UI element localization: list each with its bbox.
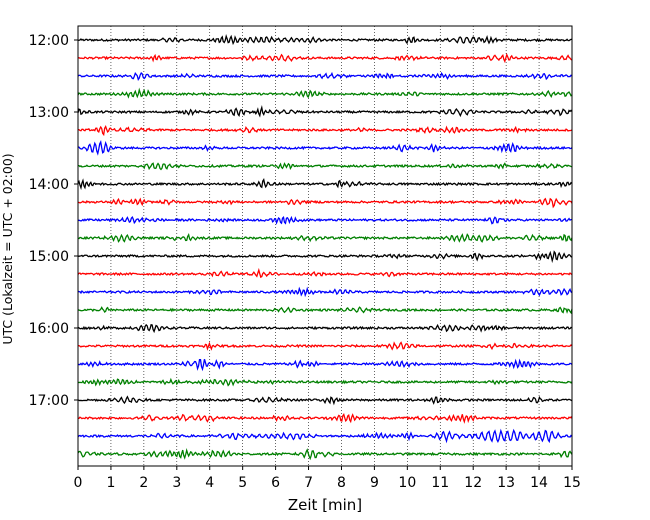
x-tick-label: 12 <box>464 475 482 491</box>
trace-1315 <box>77 124 573 137</box>
trace-1745 <box>77 448 573 461</box>
x-tick-label: 9 <box>370 475 379 491</box>
x-tick-label: 7 <box>304 475 313 491</box>
y-tick-label: 16:00 <box>29 321 69 337</box>
x-tick-label: 2 <box>139 475 148 491</box>
trace-1200 <box>77 33 573 46</box>
x-axis-ticks: 0 1 2 3 4 5 6 7 8 9 10 11 12 13 14 15 <box>74 466 581 491</box>
x-tick-label: 10 <box>398 475 416 491</box>
x-tick-label: 8 <box>337 475 346 491</box>
plot-frame <box>77 25 573 467</box>
x-tick-label: 1 <box>106 475 115 491</box>
y-axis-label: UTC (Lokalzeit = UTC + 02:00) <box>0 153 15 344</box>
x-tick-label: 6 <box>271 475 280 491</box>
trace-1615 <box>77 341 573 351</box>
trace-1300 <box>77 105 573 118</box>
x-tick-label: 3 <box>172 475 181 491</box>
x-tick-label: 14 <box>530 475 548 491</box>
trace-1600 <box>77 323 573 334</box>
trace-1715 <box>77 412 573 424</box>
x-tick-label: 0 <box>74 475 83 491</box>
trace-1400 <box>77 178 573 191</box>
y-tick-label: 14:00 <box>29 177 69 193</box>
trace-1630 <box>77 358 573 372</box>
y-axis-ticks: 12:00 13:00 14:00 15:00 16:00 17:00 <box>29 33 78 409</box>
trace-1230 <box>77 71 573 81</box>
traces-group <box>77 33 573 461</box>
vertical-grid <box>110 26 540 466</box>
trace-1215 <box>77 52 573 64</box>
x-tick-label: 11 <box>431 475 449 491</box>
trace-1515 <box>77 267 573 279</box>
trace-1345 <box>77 162 573 171</box>
y-tick-label: 13:00 <box>29 105 69 121</box>
x-tick-label: 15 <box>563 475 581 491</box>
trace-1730 <box>77 428 573 444</box>
trace-1245 <box>77 87 573 99</box>
x-axis-label: Zeit [min] <box>288 496 362 514</box>
x-tick-label: 4 <box>205 475 214 491</box>
trace-1500 <box>77 250 573 264</box>
y-tick-label: 12:00 <box>29 33 69 49</box>
trace-1530 <box>77 286 573 298</box>
trace-1700 <box>77 395 573 406</box>
x-tick-label: 5 <box>238 475 247 491</box>
trace-1330 <box>77 140 573 156</box>
y-tick-label: 17:00 <box>29 393 69 409</box>
x-tick-label: 13 <box>497 475 515 491</box>
trace-1415 <box>77 197 573 209</box>
trace-1645 <box>77 377 573 387</box>
trace-1545 <box>77 306 573 315</box>
trace-1445 <box>77 232 573 243</box>
y-tick-label: 15:00 <box>29 249 69 265</box>
trace-1430 <box>77 215 573 225</box>
